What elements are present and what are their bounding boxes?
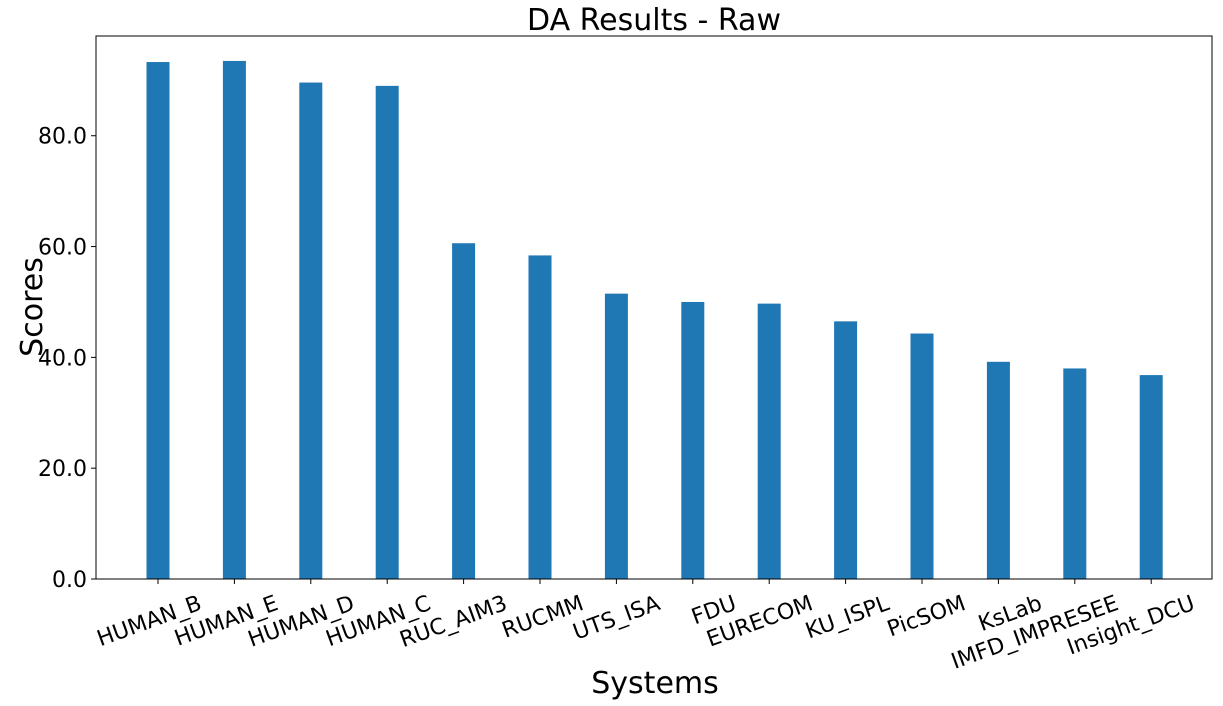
x-axis-label: Systems (591, 666, 719, 701)
bar-picsom (910, 333, 934, 579)
bar-eurecom (757, 303, 781, 579)
bar-fdu (681, 301, 705, 579)
y-tick-label: 40.0 (38, 346, 87, 371)
chart-title: DA Results - Raw (527, 3, 781, 38)
x-tick-label: UTS_ISA (570, 591, 664, 645)
x-tick-label: KU_ISPL (802, 591, 893, 644)
x-tick-label: PicSOM (884, 591, 969, 642)
bar-human-c (375, 85, 399, 580)
bar-kslab (986, 361, 1010, 579)
bars-group (146, 60, 1163, 580)
bar-human-d (299, 82, 323, 580)
x-axis-ticks: HUMAN_BHUMAN_EHUMAN_DHUMAN_CRUC_AIM3RUCM… (94, 579, 1198, 675)
bar-ku-ispl (834, 321, 858, 579)
bar-imfd-impresee (1063, 368, 1087, 579)
y-tick-label: 60.0 (38, 236, 87, 261)
y-tick-label: 0.0 (52, 568, 87, 593)
y-axis-ticks: 0.0 20.0 40.0 60.0 80.0 (38, 125, 96, 593)
plot-area-frame (95, 35, 1213, 580)
bar-ruc-aim3 (452, 243, 476, 579)
bar-human-b (146, 62, 170, 580)
bar-uts-isa (604, 293, 628, 579)
y-tick-label: 80.0 (38, 125, 87, 150)
y-tick-label: 20.0 (38, 457, 87, 482)
y-axis-label: Scores (15, 257, 50, 357)
x-tick-label: RUCMM (499, 591, 587, 643)
bar-rucmm (528, 255, 552, 579)
bar-insight-dcu (1139, 375, 1163, 579)
bar-human-e (222, 60, 246, 580)
